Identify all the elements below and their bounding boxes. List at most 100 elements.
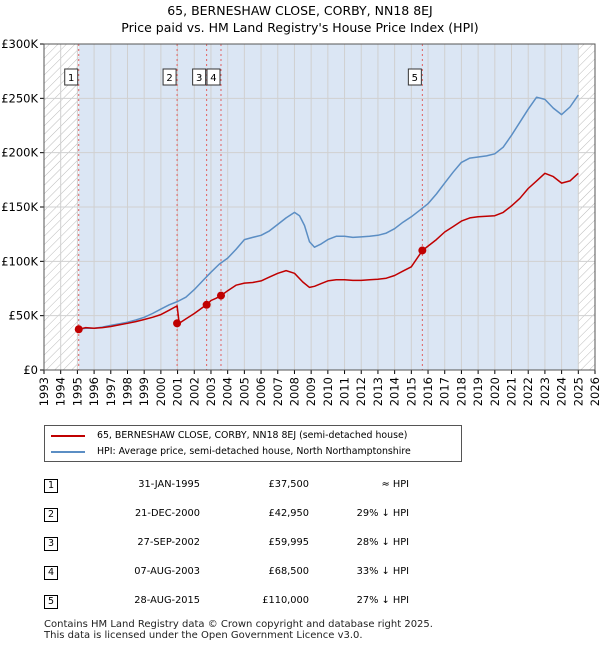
y-tick-label: £250K — [1, 91, 38, 105]
x-tick-label: 2002 — [187, 377, 201, 406]
series-line-property — [78, 172, 579, 331]
transaction-price: £59,995 — [268, 537, 309, 548]
transaction-number: 4 — [44, 566, 58, 580]
x-tick-label: 2007 — [271, 377, 285, 406]
transaction-hpi-comparison: 28% ↓ HPI — [356, 537, 409, 548]
x-tick-label: 2000 — [154, 377, 168, 406]
table-row: 4 07-AUG-2003 £68,500 33% ↓ HPI — [44, 561, 464, 590]
legend-label-hpi: HPI: Average price, semi-detached house,… — [97, 446, 411, 457]
x-tick-label: 1997 — [104, 377, 118, 406]
x-tick-label: 2020 — [488, 377, 502, 406]
x-tick-label: 1993 — [37, 377, 51, 406]
x-tick-label: 2019 — [471, 377, 485, 406]
x-tick-label: 2023 — [538, 377, 552, 406]
transaction-number: 3 — [44, 537, 58, 551]
sale-label-number: 4 — [210, 73, 216, 84]
chart-subtitle: Price paid vs. HM Land Registry's House … — [121, 20, 479, 35]
x-tick-label: 2009 — [304, 377, 318, 406]
legend-label-property: 65, BERNESHAW CLOSE, CORBY, NN18 8EJ (se… — [97, 430, 408, 441]
x-tick-label: 2021 — [505, 377, 519, 406]
table-row: 5 28-AUG-2015 £110,000 27% ↓ HPI — [44, 590, 464, 619]
transaction-date: 21-DEC-2000 — [134, 508, 200, 519]
transaction-number: 2 — [44, 508, 58, 522]
x-tick-label: 2015 — [404, 377, 418, 406]
transaction-number: 5 — [44, 595, 58, 609]
legend-entry-hpi: HPI: Average price, semi-detached house,… — [51, 444, 411, 460]
y-tick-label: £50K — [9, 309, 39, 323]
x-tick-label: 2003 — [204, 377, 218, 406]
legend-swatch-property — [51, 434, 85, 437]
table-row: 2 21-DEC-2000 £42,950 29% ↓ HPI — [44, 503, 464, 532]
series-line-hpi — [78, 94, 579, 331]
transactions-table: 1 31-JAN-1995 £37,500 ≈ HPI 2 21-DEC-200… — [44, 474, 464, 619]
transaction-date: 27-SEP-2002 — [137, 537, 200, 548]
x-tick-label: 2022 — [521, 377, 535, 406]
sale-label-number: 2 — [166, 73, 172, 84]
x-tick-label: 1998 — [120, 377, 134, 406]
x-tick-label: 1994 — [54, 377, 68, 406]
transaction-date: 07-AUG-2003 — [134, 566, 200, 577]
x-tick-label: 2014 — [388, 377, 402, 406]
sale-label-number: 5 — [412, 73, 418, 84]
x-tick-label: 2026 — [588, 377, 600, 406]
sale-label-box — [206, 68, 221, 86]
footer-licence: This data is licensed under the Open Gov… — [44, 630, 363, 641]
x-tick-label: 2016 — [421, 377, 435, 406]
chart-series — [78, 94, 579, 331]
x-tick-label: 2025 — [571, 377, 585, 406]
transaction-hpi-comparison: 27% ↓ HPI — [356, 595, 409, 606]
table-row: 3 27-SEP-2002 £59,995 28% ↓ HPI — [44, 532, 464, 561]
footer-copyright: Contains HM Land Registry data © Crown c… — [44, 619, 433, 630]
x-tick-label: 2004 — [221, 377, 235, 406]
legend-entry-property: 65, BERNESHAW CLOSE, CORBY, NN18 8EJ (se… — [51, 428, 407, 444]
transaction-price: £42,950 — [268, 508, 309, 519]
sale-label-box — [162, 68, 177, 86]
transaction-date: 31-JAN-1995 — [138, 479, 200, 490]
property-address-title: 65, BERNESHAW CLOSE, CORBY, NN18 8EJ — [167, 3, 433, 18]
chart-title-block: 65, BERNESHAW CLOSE, CORBY, NN18 8EJ Pri… — [0, 2, 600, 36]
x-tick-label: 1999 — [137, 377, 151, 406]
sale-label-box — [407, 68, 422, 86]
x-tick-label: 2018 — [454, 377, 468, 406]
transaction-price: £37,500 — [268, 479, 309, 490]
x-tick-label: 2006 — [254, 377, 268, 406]
sale-marker-dot — [202, 300, 211, 309]
footer-notice: Contains HM Land Registry data © Crown c… — [44, 619, 433, 641]
x-tick-label: 2001 — [171, 377, 185, 406]
transaction-hpi-comparison: 29% ↓ HPI — [356, 508, 409, 519]
table-row: 1 31-JAN-1995 £37,500 ≈ HPI — [44, 474, 464, 503]
sale-label-number: 3 — [196, 73, 202, 84]
transaction-price: £110,000 — [262, 595, 309, 606]
sale-marker-dot — [216, 291, 225, 300]
transaction-number: 1 — [44, 479, 58, 493]
x-tick-label: 2008 — [287, 377, 301, 406]
x-tick-label: 2010 — [321, 377, 335, 406]
sale-marker-dot — [74, 325, 83, 334]
sale-marker-dot — [418, 246, 427, 255]
x-tick-label: 2011 — [338, 377, 352, 406]
transaction-date: 28-AUG-2015 — [134, 595, 200, 606]
y-tick-label: £300K — [1, 37, 38, 51]
x-tick-label: 1995 — [70, 377, 84, 406]
sale-label-number: 1 — [68, 73, 74, 84]
transaction-hpi-comparison: 33% ↓ HPI — [356, 566, 409, 577]
y-tick-label: £0 — [23, 363, 38, 377]
sale-markers — [74, 246, 427, 334]
sale-label-box — [64, 68, 79, 86]
x-tick-label: 2017 — [438, 377, 452, 406]
x-tick-label: 2024 — [555, 377, 569, 406]
chart-legend: 65, BERNESHAW CLOSE, CORBY, NN18 8EJ (se… — [44, 425, 462, 462]
transaction-price: £68,500 — [268, 566, 309, 577]
y-tick-label: £200K — [1, 146, 38, 160]
x-tick-label: 1996 — [87, 377, 101, 406]
x-tick-label: 2013 — [371, 377, 385, 406]
x-tick-label: 2005 — [237, 377, 251, 406]
y-tick-label: £150K — [1, 200, 38, 214]
x-tick-label: 2012 — [354, 377, 368, 406]
plot-frame — [43, 43, 596, 371]
legend-swatch-hpi — [51, 450, 85, 453]
sale-marker-dot — [173, 319, 182, 328]
